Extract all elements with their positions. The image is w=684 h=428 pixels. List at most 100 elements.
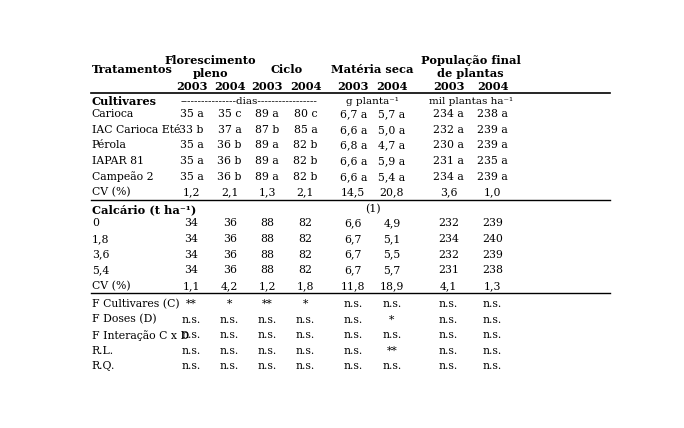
Text: 36: 36 (223, 218, 237, 228)
Text: n.s.: n.s. (483, 362, 502, 372)
Text: 234: 234 (438, 234, 459, 244)
Text: 6,6: 6,6 (345, 218, 362, 228)
Text: n.s.: n.s. (182, 346, 201, 356)
Text: n.s.: n.s. (296, 330, 315, 340)
Text: 239 a: 239 a (477, 172, 508, 182)
Text: Calcário (t ha⁻¹): Calcário (t ha⁻¹) (92, 204, 196, 215)
Text: n.s.: n.s. (343, 299, 363, 309)
Text: 89 a: 89 a (255, 172, 279, 182)
Text: 11,8: 11,8 (341, 281, 365, 291)
Text: 1,1: 1,1 (183, 281, 200, 291)
Text: 34: 34 (185, 250, 198, 259)
Text: 82 b: 82 b (293, 172, 318, 182)
Text: 6,6 a: 6,6 a (339, 172, 367, 182)
Text: *: * (389, 315, 395, 324)
Text: 4,9: 4,9 (383, 218, 401, 228)
Text: 3,6: 3,6 (92, 250, 109, 259)
Text: 2003: 2003 (252, 81, 283, 92)
Text: 35 a: 35 a (180, 109, 203, 119)
Text: 1,3: 1,3 (259, 187, 276, 197)
Text: 87 b: 87 b (255, 125, 280, 135)
Text: **: ** (186, 299, 197, 309)
Text: 36: 36 (223, 250, 237, 259)
Text: n.s.: n.s. (220, 315, 239, 324)
Text: 2003: 2003 (337, 81, 369, 92)
Text: 34: 34 (185, 234, 198, 244)
Text: n.s.: n.s. (220, 330, 239, 340)
Text: n.s.: n.s. (258, 330, 277, 340)
Text: Matéria seca: Matéria seca (331, 64, 414, 75)
Text: n.s.: n.s. (182, 362, 201, 372)
Text: g planta⁻¹: g planta⁻¹ (346, 97, 399, 106)
Text: Carioca: Carioca (92, 109, 134, 119)
Text: 239 a: 239 a (477, 140, 508, 151)
Text: n.s.: n.s. (483, 346, 502, 356)
Text: 1,8: 1,8 (92, 234, 109, 244)
Text: 36 b: 36 b (218, 172, 242, 182)
Text: **: ** (262, 299, 273, 309)
Text: 20,8: 20,8 (380, 187, 404, 197)
Text: 239: 239 (482, 218, 503, 228)
Text: 85 a: 85 a (293, 125, 317, 135)
Text: 6,6 a: 6,6 a (339, 125, 367, 135)
Text: n.s.: n.s. (439, 330, 458, 340)
Text: 232 a: 232 a (433, 125, 464, 135)
Text: 230 a: 230 a (433, 140, 464, 151)
Text: n.s.: n.s. (258, 362, 277, 372)
Text: 1,2: 1,2 (259, 281, 276, 291)
Text: 4,7 a: 4,7 a (378, 140, 406, 151)
Text: n.s.: n.s. (483, 315, 502, 324)
Text: n.s.: n.s. (258, 315, 277, 324)
Text: Pérola: Pérola (92, 140, 127, 151)
Text: 88: 88 (261, 234, 274, 244)
Text: 2004: 2004 (376, 81, 408, 92)
Text: População final
de plantas: População final de plantas (421, 55, 521, 79)
Text: 37 a: 37 a (218, 125, 241, 135)
Text: 36 b: 36 b (218, 140, 242, 151)
Text: 80 c: 80 c (293, 109, 317, 119)
Text: 5,7 a: 5,7 a (378, 109, 406, 119)
Text: 240: 240 (482, 234, 503, 244)
Text: 5,5: 5,5 (383, 250, 401, 259)
Text: 35 a: 35 a (180, 140, 203, 151)
Text: 1,8: 1,8 (297, 281, 314, 291)
Text: 234 a: 234 a (433, 172, 464, 182)
Text: 6,6 a: 6,6 a (339, 156, 367, 166)
Text: n.s.: n.s. (258, 346, 277, 356)
Text: 239 a: 239 a (477, 125, 508, 135)
Text: 2004: 2004 (290, 81, 321, 92)
Text: 235 a: 235 a (477, 156, 508, 166)
Text: 239: 239 (482, 250, 503, 259)
Text: 88: 88 (261, 218, 274, 228)
Text: n.s.: n.s. (439, 315, 458, 324)
Text: n.s.: n.s. (296, 346, 315, 356)
Text: 88: 88 (261, 250, 274, 259)
Text: ----------------dias-----------------: ----------------dias----------------- (181, 97, 317, 106)
Text: Cultivares: Cultivares (92, 96, 157, 107)
Text: n.s.: n.s. (343, 362, 363, 372)
Text: R.Q.: R.Q. (92, 362, 115, 372)
Text: n.s.: n.s. (343, 346, 363, 356)
Text: 5,7: 5,7 (383, 265, 401, 275)
Text: 82 b: 82 b (293, 156, 318, 166)
Text: 1,3: 1,3 (484, 281, 501, 291)
Text: F Interação C x D: F Interação C x D (92, 330, 189, 341)
Text: 5,1: 5,1 (383, 234, 401, 244)
Text: n.s.: n.s. (382, 362, 402, 372)
Text: 34: 34 (185, 218, 198, 228)
Text: F Doses (D): F Doses (D) (92, 314, 157, 325)
Text: 36: 36 (223, 265, 237, 275)
Text: n.s.: n.s. (439, 346, 458, 356)
Text: 2003: 2003 (176, 81, 207, 92)
Text: 3,6: 3,6 (440, 187, 458, 197)
Text: 238: 238 (482, 265, 503, 275)
Text: mil plantas ha⁻¹: mil plantas ha⁻¹ (429, 97, 513, 106)
Text: 89 a: 89 a (255, 156, 279, 166)
Text: F Cultivares (C): F Cultivares (C) (92, 299, 179, 309)
Text: 14,5: 14,5 (341, 187, 365, 197)
Text: n.s.: n.s. (439, 299, 458, 309)
Text: 6,7 a: 6,7 a (339, 109, 367, 119)
Text: n.s.: n.s. (296, 362, 315, 372)
Text: 238 a: 238 a (477, 109, 508, 119)
Text: 1,0: 1,0 (484, 187, 501, 197)
